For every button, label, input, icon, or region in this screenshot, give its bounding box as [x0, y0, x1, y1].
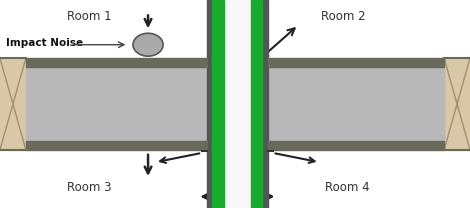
Bar: [268, 141, 444, 150]
Bar: [26, 141, 207, 150]
Bar: [268, 58, 444, 67]
Bar: [0, 58, 26, 150]
Bar: [251, 0, 262, 208]
Bar: [212, 0, 224, 208]
Bar: [224, 0, 251, 208]
Text: Room 4: Room 4: [326, 181, 370, 194]
Ellipse shape: [133, 33, 163, 56]
Bar: [444, 58, 470, 150]
Bar: [207, 0, 212, 208]
Bar: [251, 0, 268, 208]
Text: Impact Noise: Impact Noise: [6, 38, 83, 48]
Bar: [26, 58, 207, 67]
Text: Room 1: Room 1: [67, 10, 111, 23]
Bar: [26, 67, 444, 141]
Text: Room 2: Room 2: [321, 10, 365, 23]
Text: Room 3: Room 3: [67, 181, 111, 194]
